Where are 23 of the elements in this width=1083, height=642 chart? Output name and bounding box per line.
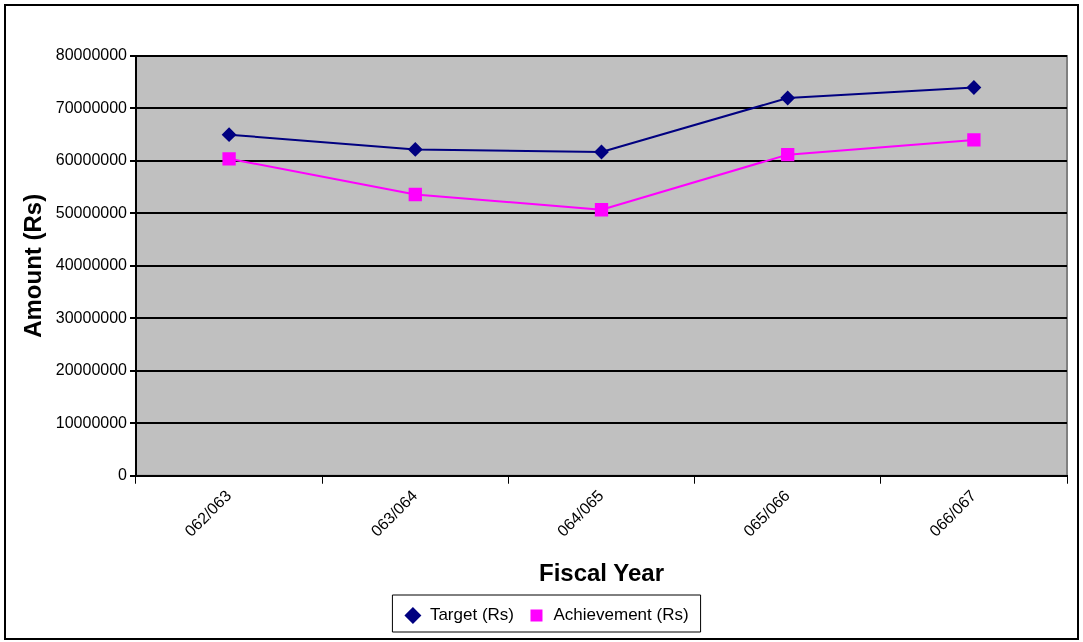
y-tick-label: 30000000 (55, 308, 128, 326)
point (966, 80, 981, 95)
y-tick-label: 10000000 (55, 413, 128, 431)
legend-label: Target (Rs) (429, 605, 514, 625)
point (967, 133, 981, 147)
point (408, 142, 423, 157)
point (408, 187, 422, 202)
point (594, 145, 609, 160)
y-tick-label: 0 (118, 466, 128, 484)
point (222, 127, 237, 142)
point (222, 152, 236, 166)
y-tick-label: 80000000 (55, 46, 128, 64)
point (594, 203, 609, 217)
point (781, 147, 795, 162)
y-tick-label: 50000000 (55, 203, 128, 221)
legend-label: Achievement (Rs) (553, 605, 689, 625)
point (780, 90, 795, 105)
y-tick-label: 60000000 (55, 151, 128, 169)
y-tick-label: 70000000 (55, 98, 128, 116)
x-axis-title: Fiscal Year (538, 559, 664, 587)
y-tick-label: 40000000 (55, 256, 128, 274)
y-tick-label: 20000000 (55, 361, 128, 379)
y-axis-title: Amount (Rs) (19, 193, 47, 338)
